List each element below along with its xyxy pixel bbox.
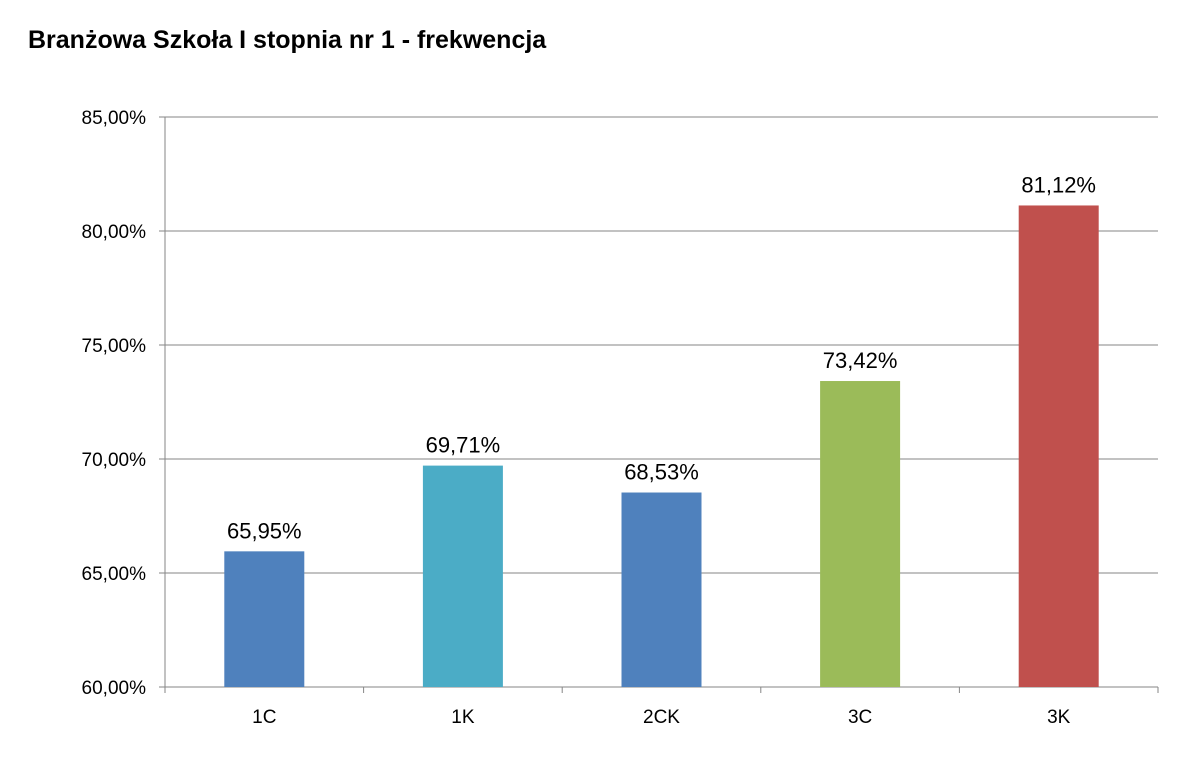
x-tick-label: 1C bbox=[252, 707, 276, 728]
chart-title: Branżowa Szkoła I stopnia nr 1 - frekwen… bbox=[28, 26, 547, 54]
bars bbox=[224, 205, 1099, 688]
labels: 60,00% 65,00% 70,00% 75,00% 80,00% 85,00% 65,9… bbox=[82, 108, 1096, 728]
bar-3C bbox=[820, 381, 901, 687]
y-tick-label: 60,00% bbox=[82, 678, 147, 699]
data-label: 81,12% bbox=[1021, 172, 1096, 197]
y-tick-label: 75,00% bbox=[82, 336, 147, 357]
data-label: 73,42% bbox=[823, 348, 898, 373]
bar-1K bbox=[422, 465, 503, 687]
data-label: 69,71% bbox=[426, 433, 501, 458]
y-tick-label: 80,00% bbox=[82, 222, 147, 243]
gridlines bbox=[165, 116, 1158, 574]
y-tick-label: 65,00% bbox=[82, 564, 147, 585]
y-tick-label: 70,00% bbox=[82, 450, 147, 471]
y-tick-label: 85,00% bbox=[82, 108, 147, 129]
x-tick-label: 2CK bbox=[643, 707, 680, 728]
x-tick-label: 3K bbox=[1047, 707, 1071, 728]
bar-2CK bbox=[621, 492, 702, 687]
bar-3K bbox=[1018, 205, 1099, 688]
x-tick-label: 3C bbox=[848, 707, 872, 728]
x-tick-label: 1K bbox=[451, 707, 475, 728]
data-label: 68,53% bbox=[624, 460, 699, 485]
bar-1C bbox=[224, 551, 305, 687]
data-label: 65,95% bbox=[227, 518, 302, 543]
